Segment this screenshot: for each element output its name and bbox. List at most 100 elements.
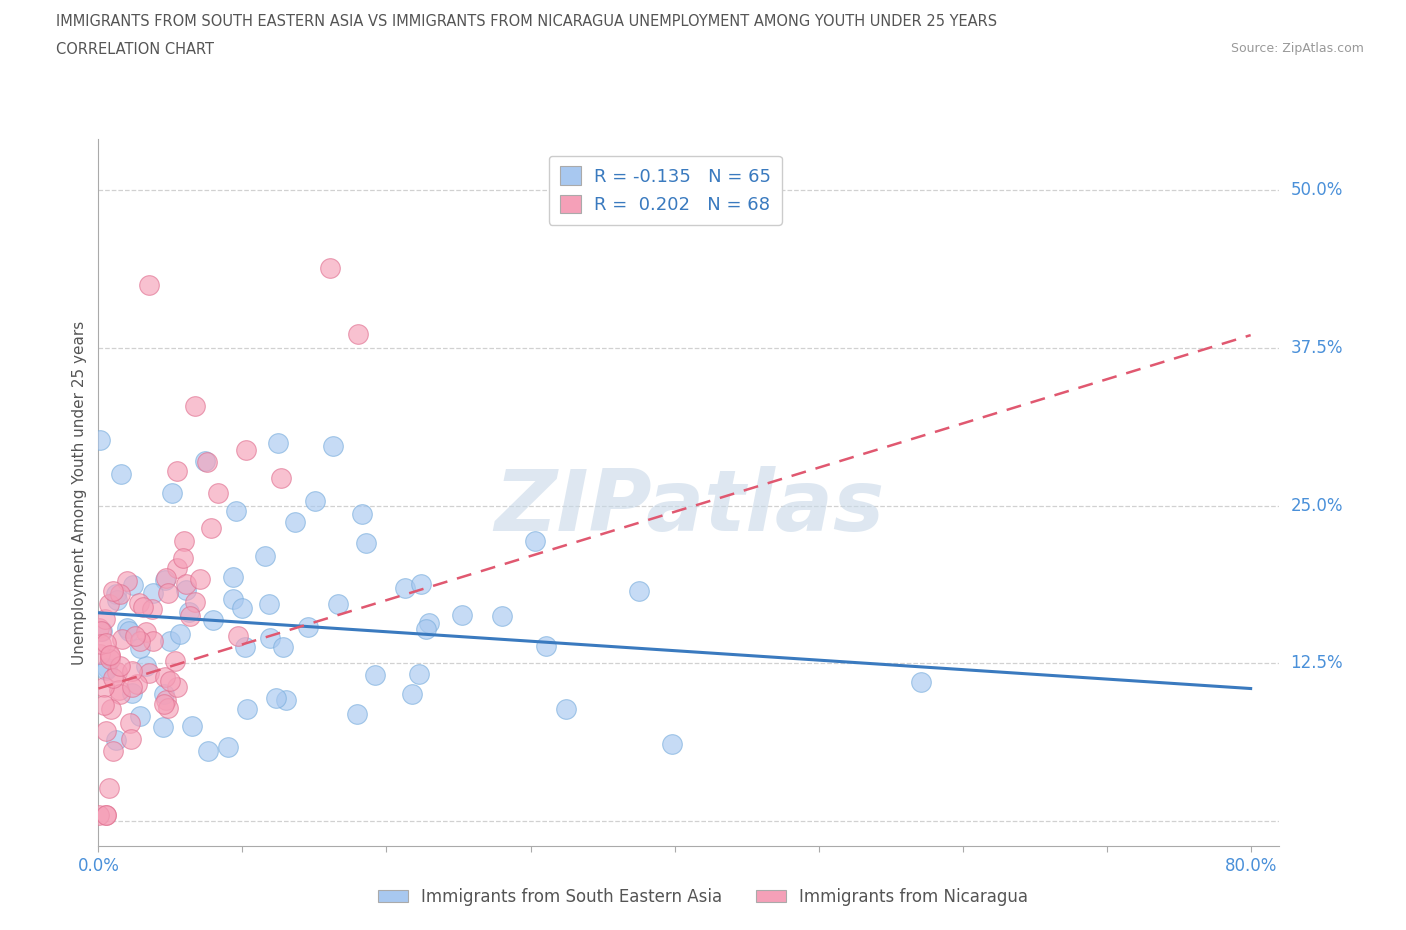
Point xyxy=(121,663,143,678)
Point xyxy=(179,609,201,624)
Point xyxy=(350,506,373,521)
Point xyxy=(91,624,114,639)
Point xyxy=(363,668,385,683)
Point xyxy=(87,621,110,636)
Point xyxy=(110,467,132,482)
Point xyxy=(98,651,121,666)
Point xyxy=(165,654,187,669)
Point xyxy=(155,693,177,708)
Point xyxy=(94,611,117,626)
Point xyxy=(184,594,207,609)
Point xyxy=(94,662,117,677)
Point xyxy=(155,573,177,588)
Point xyxy=(155,571,177,586)
Point xyxy=(259,631,281,645)
Text: IMMIGRANTS FROM SOUTH EASTERN ASIA VS IMMIGRANTS FROM NICARAGUA UNEMPLOYMENT AMO: IMMIGRANTS FROM SOUTH EASTERN ASIA VS IM… xyxy=(56,14,997,29)
Point xyxy=(104,586,127,601)
Text: ZIPatlas: ZIPatlas xyxy=(494,466,884,549)
Point xyxy=(179,604,201,619)
Point xyxy=(98,596,121,611)
Point xyxy=(409,577,432,591)
Point xyxy=(222,569,245,584)
Point xyxy=(264,691,287,706)
Point xyxy=(96,660,118,675)
Point xyxy=(138,666,160,681)
Point xyxy=(231,601,253,616)
Point xyxy=(105,665,128,680)
Point xyxy=(326,596,349,611)
Point xyxy=(96,636,118,651)
Point xyxy=(627,583,650,598)
Point xyxy=(141,602,163,617)
Point xyxy=(100,702,122,717)
Point xyxy=(173,534,195,549)
Point xyxy=(226,629,249,644)
Point xyxy=(96,807,118,822)
Point xyxy=(183,399,205,414)
Point xyxy=(115,574,138,589)
Point xyxy=(661,737,683,751)
Y-axis label: Unemployment Among Youth under 25 years: Unemployment Among Youth under 25 years xyxy=(72,321,87,665)
Point xyxy=(120,731,142,746)
Point xyxy=(100,648,122,663)
Point xyxy=(235,443,257,458)
Text: CORRELATION CHART: CORRELATION CHART xyxy=(56,42,214,57)
Point xyxy=(101,583,124,598)
Point xyxy=(267,436,290,451)
Point xyxy=(129,641,152,656)
Point xyxy=(910,674,932,689)
Point xyxy=(491,608,513,623)
Point xyxy=(142,633,165,648)
Text: 25.0%: 25.0% xyxy=(1291,497,1343,514)
Text: Source: ZipAtlas.com: Source: ZipAtlas.com xyxy=(1230,42,1364,55)
Point xyxy=(169,627,191,642)
Point xyxy=(93,698,115,712)
Point xyxy=(160,485,183,500)
Point xyxy=(166,680,188,695)
Point xyxy=(276,692,298,707)
Point xyxy=(98,647,121,662)
Point xyxy=(157,700,180,715)
Point xyxy=(94,807,117,822)
Point xyxy=(354,536,377,551)
Point xyxy=(222,591,245,606)
Point xyxy=(233,640,256,655)
Point xyxy=(451,607,474,622)
Point xyxy=(346,326,368,341)
Point xyxy=(197,455,219,470)
Point xyxy=(105,733,128,748)
Point xyxy=(121,686,143,701)
Point xyxy=(166,464,188,479)
Point xyxy=(180,719,202,734)
Point xyxy=(129,633,152,648)
Point xyxy=(297,619,319,634)
Point xyxy=(101,744,124,759)
Point xyxy=(415,621,437,636)
Point xyxy=(194,454,217,469)
Point xyxy=(90,636,112,651)
Point xyxy=(322,439,344,454)
Point xyxy=(153,686,176,701)
Point xyxy=(408,666,430,681)
Point xyxy=(200,520,222,535)
Point xyxy=(118,623,141,638)
Point xyxy=(159,634,181,649)
Point xyxy=(217,739,239,754)
Point xyxy=(128,596,150,611)
Point xyxy=(128,708,150,723)
Legend: Immigrants from South Eastern Asia, Immigrants from Nicaragua: Immigrants from South Eastern Asia, Immi… xyxy=(371,881,1035,912)
Point xyxy=(225,503,247,518)
Point xyxy=(108,686,131,701)
Point xyxy=(270,471,292,485)
Point xyxy=(152,697,174,711)
Text: 37.5%: 37.5% xyxy=(1291,339,1343,357)
Point xyxy=(304,494,326,509)
Point xyxy=(142,586,165,601)
Point xyxy=(166,560,188,575)
Point xyxy=(174,583,197,598)
Point xyxy=(101,671,124,685)
Point xyxy=(153,670,176,684)
Point xyxy=(555,702,578,717)
Point xyxy=(394,580,416,595)
Point xyxy=(111,631,134,646)
